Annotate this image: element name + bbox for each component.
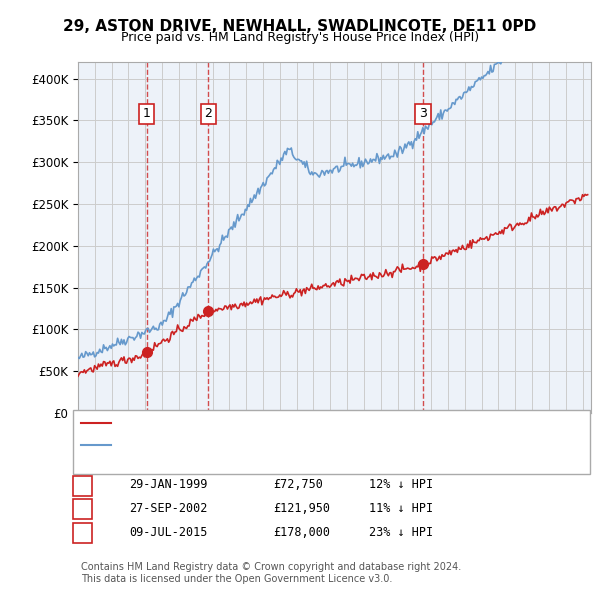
Text: 29-JAN-1999: 29-JAN-1999 [129, 478, 208, 491]
Text: 29, ASTON DRIVE, NEWHALL,  SWADLINCOTE, DE11 0PD (detached house): 29, ASTON DRIVE, NEWHALL, SWADLINCOTE, D… [117, 418, 526, 428]
Text: HPI: Average price, detached house, South Derbyshire: HPI: Average price, detached house, Sout… [117, 441, 414, 450]
Text: Contains HM Land Registry data © Crown copyright and database right 2024.
This d: Contains HM Land Registry data © Crown c… [81, 562, 461, 584]
Text: 2: 2 [79, 502, 87, 515]
Text: Price paid vs. HM Land Registry's House Price Index (HPI): Price paid vs. HM Land Registry's House … [121, 31, 479, 44]
Text: 3: 3 [79, 526, 87, 539]
Text: 29, ASTON DRIVE, NEWHALL, SWADLINCOTE, DE11 0PD: 29, ASTON DRIVE, NEWHALL, SWADLINCOTE, D… [64, 19, 536, 34]
Text: 11% ↓ HPI: 11% ↓ HPI [369, 502, 433, 515]
Text: 2: 2 [205, 107, 212, 120]
Text: £178,000: £178,000 [273, 526, 330, 539]
Text: 09-JUL-2015: 09-JUL-2015 [129, 526, 208, 539]
Text: 12% ↓ HPI: 12% ↓ HPI [369, 478, 433, 491]
Text: 1: 1 [79, 478, 87, 491]
Text: £121,950: £121,950 [273, 502, 330, 515]
Text: 23% ↓ HPI: 23% ↓ HPI [369, 526, 433, 539]
Text: £72,750: £72,750 [273, 478, 323, 491]
Text: 27-SEP-2002: 27-SEP-2002 [129, 502, 208, 515]
Text: 3: 3 [419, 107, 427, 120]
Text: 1: 1 [143, 107, 151, 120]
